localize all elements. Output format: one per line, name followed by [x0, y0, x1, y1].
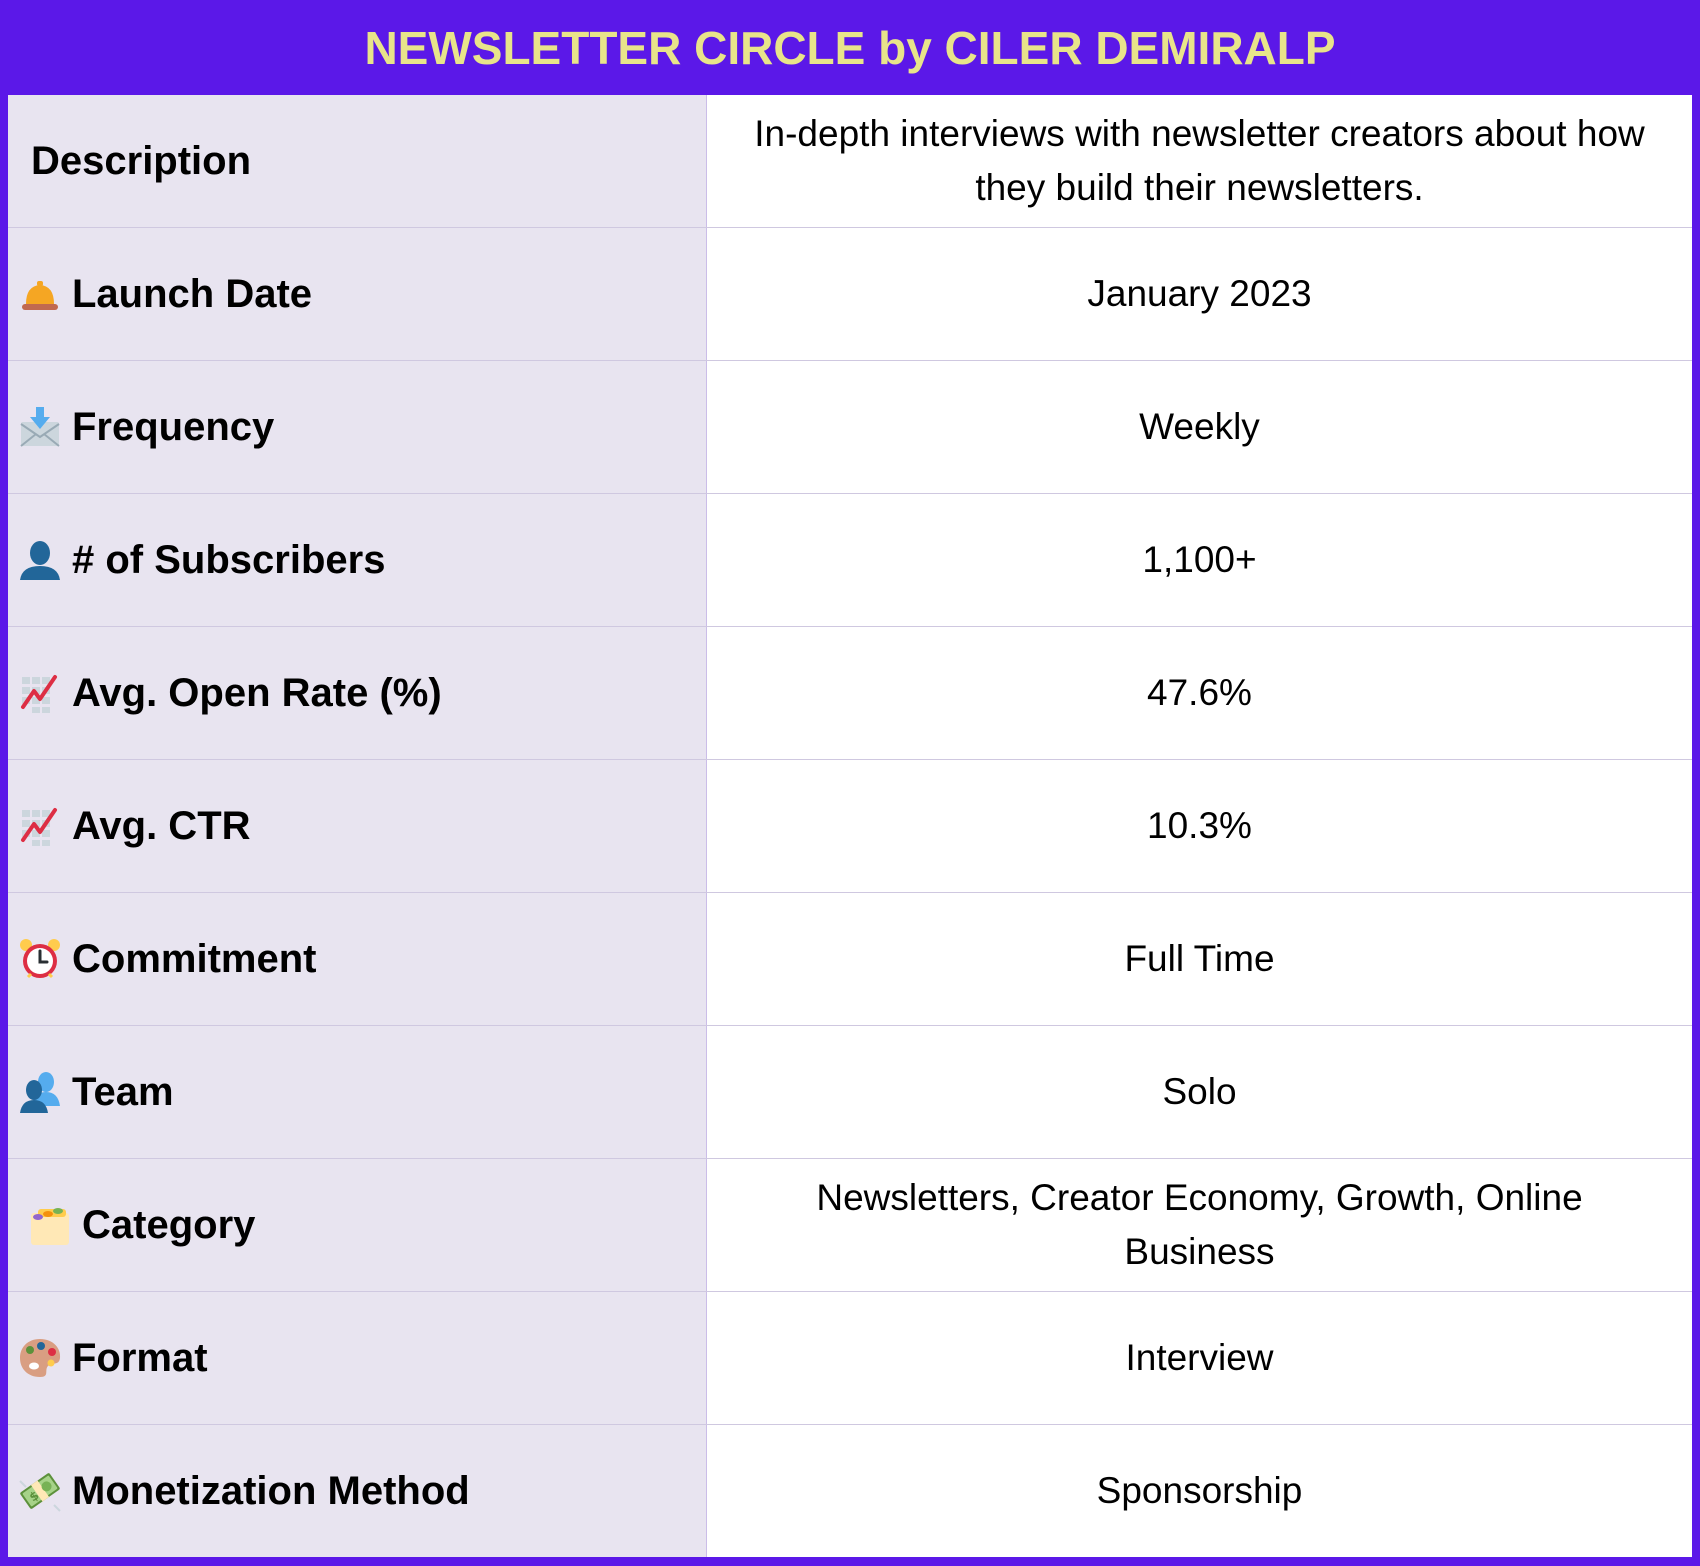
row-label-cell: Description [8, 95, 707, 227]
busts-silhouette-icon [18, 1070, 62, 1114]
row-label: Commitment [72, 936, 317, 981]
row-value: In-depth interviews with newsletter crea… [754, 113, 1645, 208]
table-row-subscribers: # of Subscribers 1,100+ [8, 494, 1692, 627]
table-row-description: Description In-depth interviews with new… [8, 95, 1692, 228]
table-row-format: Format Interview [8, 1292, 1692, 1425]
row-label: # of Subscribers [72, 537, 386, 582]
row-value: 1,100+ [1142, 539, 1257, 580]
table-row-category: Category Newsletters, Creator Economy, G… [8, 1159, 1692, 1292]
row-value: Solo [1162, 1071, 1237, 1112]
bust-silhouette-icon [18, 538, 62, 582]
row-value: Sponsorship [1096, 1470, 1303, 1511]
row-label: Description [31, 138, 252, 183]
chart-increasing-icon [18, 671, 62, 715]
envelope-arrow-icon [18, 405, 62, 449]
alarm-clock-icon [18, 937, 62, 981]
chart-increasing-icon [18, 804, 62, 848]
row-label: Frequency [72, 404, 275, 449]
row-value: January 2023 [1087, 273, 1312, 314]
row-label: Format [72, 1335, 208, 1380]
table-row-commitment: Commitment Full Time [8, 893, 1692, 1026]
row-label-cell: $ Monetization Method [8, 1425, 707, 1557]
row-label-cell: Frequency [8, 361, 707, 493]
bellhop-bell-icon [18, 272, 62, 316]
row-value: 47.6% [1147, 672, 1252, 713]
row-value: Newsletters, Creator Economy, Growth, On… [816, 1177, 1583, 1272]
row-label-cell: Commitment [8, 893, 707, 1025]
row-label-cell: Category [8, 1159, 707, 1291]
info-table: Description In-depth interviews with new… [8, 95, 1692, 1557]
row-value: 10.3% [1147, 805, 1252, 846]
table-row-monetization: $ Monetization Method Sponsorship [8, 1425, 1692, 1557]
card-index-dividers-icon [28, 1203, 72, 1247]
table-row-ctr: Avg. CTR 10.3% [8, 760, 1692, 893]
table-row-frequency: Frequency Weekly [8, 361, 1692, 494]
row-label-cell: # of Subscribers [8, 494, 707, 626]
row-label: Category [82, 1202, 256, 1247]
table-row-open-rate: Avg. Open Rate (%) 47.6% [8, 627, 1692, 760]
row-label: Team [72, 1069, 174, 1114]
row-value: Full Time [1124, 938, 1275, 979]
row-label: Avg. CTR [72, 803, 251, 848]
row-label-cell: Avg. Open Rate (%) [8, 627, 707, 759]
row-label-cell: Team [8, 1026, 707, 1158]
row-label: Launch Date [72, 271, 313, 316]
row-value: Interview [1125, 1337, 1274, 1378]
row-label-cell: Avg. CTR [8, 760, 707, 892]
table-row-team: Team Solo [8, 1026, 1692, 1159]
table-row-launch-date: Launch Date January 2023 [8, 228, 1692, 361]
row-label: Avg. Open Rate (%) [72, 670, 442, 715]
page-title: NEWSLETTER CIRCLE by CILER DEMIRALP [364, 21, 1336, 74]
row-value: Weekly [1139, 406, 1260, 447]
artist-palette-icon [18, 1336, 62, 1380]
row-label: Monetization Method [72, 1468, 470, 1513]
row-label-cell: Launch Date [8, 228, 707, 360]
row-label-cell: Format [8, 1292, 707, 1424]
money-with-wings-icon: $ [18, 1469, 62, 1513]
